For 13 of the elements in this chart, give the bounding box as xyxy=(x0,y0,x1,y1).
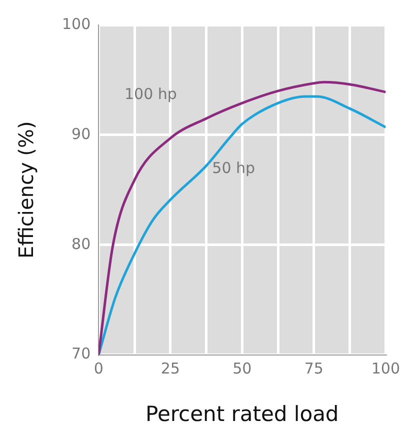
y-tick-label: 90 xyxy=(72,124,91,143)
x-tick-label: 50 xyxy=(232,360,252,378)
x-axis-title: Percent rated load xyxy=(146,402,339,426)
y-tick-label: 100 xyxy=(62,14,91,33)
y-tick-label: 80 xyxy=(72,234,91,253)
x-tick-label: 0 xyxy=(94,360,104,378)
x-tick-label: 75 xyxy=(304,360,324,378)
y-axis-title: Efficiency (%) xyxy=(14,121,38,259)
x-tick-label: 25 xyxy=(160,360,180,378)
series-label: 50 hp xyxy=(212,158,256,177)
series-label: 100 hp xyxy=(124,84,177,103)
y-tick-label: 70 xyxy=(72,344,91,363)
x-tick-label: 100 xyxy=(371,360,400,378)
